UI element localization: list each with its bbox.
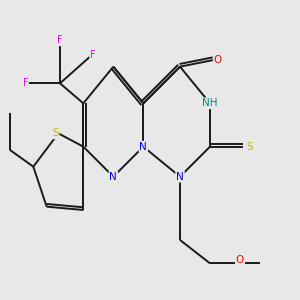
- Text: S: S: [52, 128, 59, 138]
- Text: O: O: [214, 55, 222, 65]
- Text: NH: NH: [202, 98, 218, 108]
- Text: N: N: [176, 172, 184, 182]
- Text: F: F: [57, 35, 63, 45]
- Text: N: N: [140, 142, 147, 152]
- Text: F: F: [22, 78, 28, 88]
- Text: N: N: [110, 172, 117, 182]
- Text: S: S: [246, 142, 253, 152]
- Text: F: F: [90, 50, 96, 60]
- Text: O: O: [236, 255, 244, 265]
